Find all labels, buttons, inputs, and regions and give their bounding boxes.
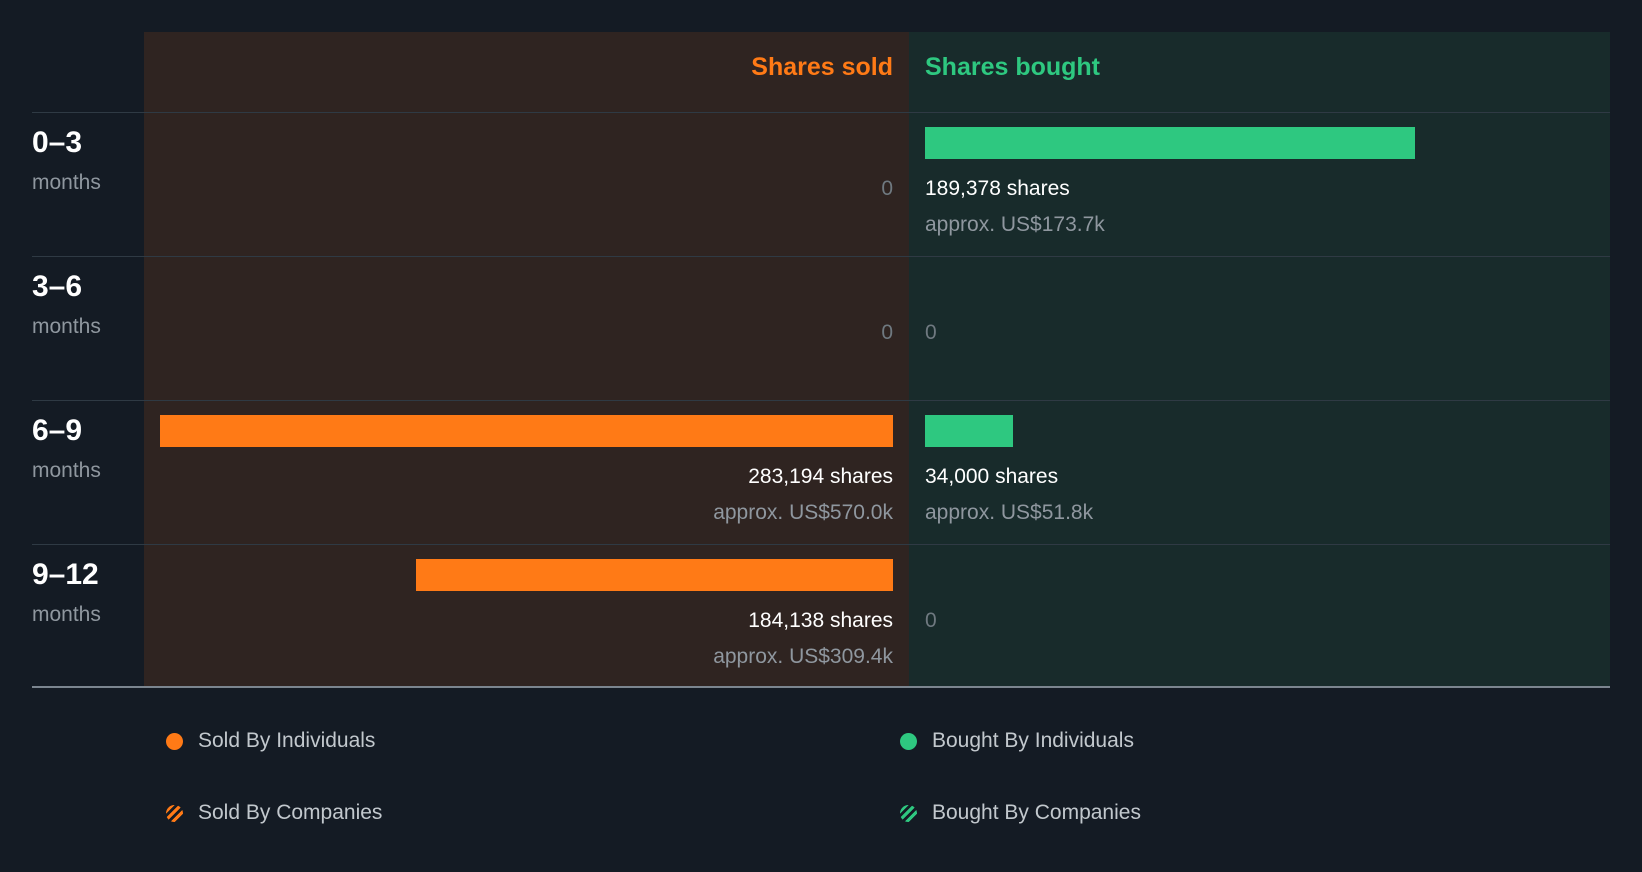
bought-shares-label: 189,378 shares — [925, 177, 1070, 200]
row-divider — [32, 400, 1610, 401]
legend-item: Bought By Companies — [900, 801, 1141, 825]
legend-label: Bought By Individuals — [932, 729, 1134, 752]
period-range: 9–12 — [32, 558, 99, 591]
period-range: 3–6 — [32, 270, 83, 303]
row-divider — [32, 256, 1610, 257]
sold-bar — [416, 559, 893, 591]
legend-label: Sold By Companies — [198, 801, 383, 824]
sold-value-label: approx. US$570.0k — [713, 501, 893, 524]
bought-value-label: approx. US$173.7k — [925, 213, 1105, 236]
period-label: 3–6 months — [32, 270, 132, 340]
row-divider — [32, 544, 1610, 545]
period-unit: months — [32, 315, 101, 338]
legend-label: Sold By Individuals — [198, 729, 376, 752]
dot-icon — [166, 732, 183, 750]
header-shares-sold: Shares sold — [751, 53, 893, 81]
legend-label: Bought By Companies — [932, 801, 1141, 824]
header-shares-bought: Shares bought — [925, 53, 1101, 81]
striped-dot-icon — [166, 804, 183, 822]
bought-value-label: approx. US$51.8k — [925, 501, 1094, 524]
legend-item: Sold By Companies — [166, 801, 382, 825]
sold-shares-label: 184,138 shares — [748, 609, 893, 632]
legend-item: Sold By Individuals — [166, 729, 375, 753]
bought-bar — [925, 415, 1013, 447]
bought-bar — [925, 127, 1415, 159]
chart-baseline — [32, 686, 1610, 688]
sold-zero-label: 0 — [881, 321, 893, 344]
period-label: 6–9 months — [32, 414, 132, 484]
bought-zero-label: 0 — [925, 321, 937, 344]
period-range: 0–3 — [32, 126, 83, 159]
sold-shares-label: 283,194 shares — [748, 465, 893, 488]
sold-value-label: approx. US$309.4k — [713, 645, 893, 668]
sold-bar — [160, 415, 893, 447]
striped-dot-icon — [900, 804, 917, 822]
dot-icon — [900, 732, 917, 750]
period-unit: months — [32, 603, 101, 626]
bought-zero-label: 0 — [925, 609, 937, 632]
sold-zero-label: 0 — [881, 177, 893, 200]
period-label: 0–3 months — [32, 126, 132, 196]
period-unit: months — [32, 459, 101, 482]
period-unit: months — [32, 171, 101, 194]
row-divider — [32, 112, 1610, 113]
bought-shares-label: 34,000 shares — [925, 465, 1059, 488]
period-label: 9–12 months — [32, 558, 132, 628]
period-range: 6–9 — [32, 414, 83, 447]
legend-item: Bought By Individuals — [900, 729, 1134, 753]
